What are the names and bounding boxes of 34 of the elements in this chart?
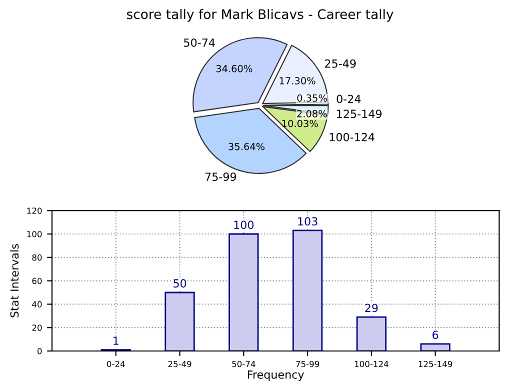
chart-title: score tally for Mark Blicavs - Career tally — [126, 8, 394, 22]
y-axis-title: Stat Intervals — [10, 244, 19, 318]
data-label: 34.60% — [216, 64, 252, 72]
x-tick-label: 100-124 — [354, 360, 388, 368]
data-label: 2.08% — [297, 110, 327, 118]
data-label: 50 — [174, 279, 186, 288]
x-tick-label: 25-49 — [168, 360, 192, 368]
y-tick-label: 0 — [38, 348, 42, 354]
x-axis-title: Frequency — [248, 370, 304, 381]
slice-label: 125-149 — [337, 110, 382, 118]
data-label: 29 — [365, 304, 378, 312]
slice-label: 0-24 — [336, 94, 361, 104]
data-label: 17.30% — [280, 77, 316, 84]
data-label: 1 — [114, 336, 118, 345]
y-tick-label: 20 — [32, 324, 42, 331]
y-tick-label: 40 — [32, 301, 42, 308]
data-label: 10.03% — [282, 120, 318, 128]
x-tick-label: 0-24 — [106, 360, 125, 368]
data-label: 35.64% — [228, 142, 265, 150]
slice-label: 100-124 — [330, 132, 374, 142]
slice-label: 75-99 — [205, 172, 236, 181]
y-tick-label: 120 — [27, 208, 42, 214]
slice-label: 25-49 — [325, 59, 356, 68]
y-tick-label: 80 — [32, 254, 42, 261]
data-label: 103 — [298, 217, 318, 226]
y-tick-label: 60 — [32, 278, 42, 284]
data-label: 6 — [432, 330, 438, 340]
slice-label: 50-74 — [184, 38, 215, 47]
y-tick-label: 100 — [27, 230, 42, 238]
x-tick-label: 75-99 — [296, 360, 320, 368]
x-tick-label: 50-74 — [232, 360, 256, 368]
x-tick-label: 125-149 — [418, 360, 452, 368]
data-label: 100 — [234, 220, 254, 230]
data-label: 0.35% — [297, 94, 327, 102]
